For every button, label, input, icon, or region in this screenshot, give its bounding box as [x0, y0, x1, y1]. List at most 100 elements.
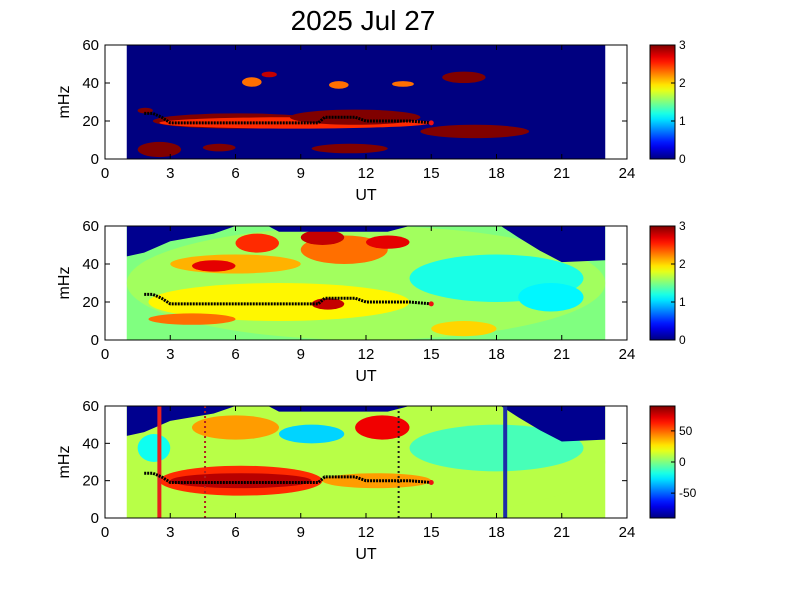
x-tick-label: 21 — [553, 165, 570, 182]
x-tick-label: 24 — [619, 346, 636, 363]
x-tick-label: 0 — [101, 524, 109, 541]
y-tick-label: 20 — [82, 473, 99, 490]
colorbar-tick-label: -50 — [679, 486, 697, 500]
x-tick-label: 12 — [358, 346, 375, 363]
colorbar — [649, 44, 676, 160]
spectrogram-blob — [202, 143, 236, 152]
data-gap-mask — [268, 406, 410, 412]
x-tick-label: 18 — [488, 346, 505, 363]
colorbar — [649, 225, 676, 341]
trace-end-point — [428, 480, 434, 486]
colorbar-tick-label: 1 — [679, 114, 686, 128]
colorbar-tick-label: 2 — [679, 76, 686, 90]
trace-end-point — [428, 301, 434, 307]
x-tick-label: 18 — [488, 524, 505, 541]
colorbar-tick-label: 0 — [679, 333, 686, 347]
colorbar — [649, 405, 676, 519]
colorbar-tick-label: 1 — [679, 295, 686, 309]
y-tick-label: 60 — [82, 218, 99, 235]
x-tick-label: 3 — [166, 524, 174, 541]
y-tick-label: 40 — [82, 256, 99, 273]
x-tick-label: 9 — [297, 346, 305, 363]
spectrogram-blob — [409, 424, 584, 472]
spectrogram-blob — [355, 415, 410, 440]
x-tick-label: 12 — [358, 165, 375, 182]
frequency-trace — [144, 292, 432, 306]
y-tick-label: 20 — [82, 113, 99, 130]
y-axis-label: mHz — [56, 267, 73, 300]
spectrogram-blob — [300, 229, 345, 245]
spectrogram-blob — [235, 233, 279, 253]
data-gap-mask — [268, 226, 410, 232]
y-tick-label: 20 — [82, 294, 99, 311]
spectrogram-blob — [242, 77, 262, 87]
x-tick-label: 3 — [166, 346, 174, 363]
x-tick-label: 0 — [101, 165, 109, 182]
y-tick-label: 0 — [91, 510, 99, 527]
spectrogram-background — [126, 45, 606, 159]
spectrogram-blob — [311, 143, 388, 154]
x-tick-label: 0 — [101, 346, 109, 363]
spectrogram-blob — [279, 424, 345, 444]
x-tick-label: 21 — [553, 346, 570, 363]
trace-end-point — [428, 120, 434, 126]
spectrogram-layer — [126, 45, 606, 159]
x-tick-label: 21 — [553, 524, 570, 541]
spectrogram-blob — [431, 321, 497, 337]
y-tick-label: 40 — [82, 435, 99, 452]
data-gap-mask — [126, 226, 236, 257]
data-gap-mask — [126, 406, 236, 436]
y-tick-label: 60 — [82, 37, 99, 54]
data-gap-mask — [500, 406, 606, 442]
figure-title: 2025 Jul 27 — [291, 5, 436, 36]
spectrogram-blob — [329, 81, 349, 89]
y-tick-label: 60 — [82, 398, 99, 415]
spectrogram-blob — [311, 298, 345, 310]
spectrogram-blob — [420, 124, 530, 139]
x-tick-label: 24 — [619, 165, 636, 182]
spectrogram-blob — [192, 415, 279, 440]
x-tick-label: 18 — [488, 165, 505, 182]
y-tick-label: 0 — [91, 332, 99, 349]
colorbar-tick-label: 3 — [679, 219, 686, 233]
x-tick-label: 6 — [231, 346, 239, 363]
spectrogram-blob — [170, 473, 312, 489]
spectrogram-layer — [126, 226, 606, 340]
panel-bottom: 0 3 6 9 12 15 18 21 24 0 20 40 60 UT mHz -50 0 50 — [56, 398, 697, 563]
spectrogram-blob — [442, 71, 486, 84]
x-tick-label: 9 — [297, 524, 305, 541]
spectrogram-blob — [170, 254, 301, 274]
spectrogram-blob — [148, 313, 236, 325]
colorbar-tick-label: 50 — [679, 424, 693, 438]
spectrogram-blob — [261, 71, 277, 78]
x-tick-label: 15 — [423, 165, 440, 182]
frequency-trace — [144, 111, 432, 125]
spectrogram-blob — [137, 434, 171, 462]
spectrogram-blob — [192, 260, 236, 272]
colorbar-tick-label: 2 — [679, 257, 686, 271]
x-tick-label: 15 — [423, 524, 440, 541]
spectrogram-layer — [126, 406, 606, 518]
x-tick-label: 3 — [166, 165, 174, 182]
spectrogram-blob — [289, 109, 421, 125]
x-tick-label: 12 — [358, 524, 375, 541]
spectrogram-blob — [392, 81, 414, 87]
spectrogram-blob — [366, 235, 410, 249]
spectrogram-blob — [148, 283, 410, 321]
y-axis-label: mHz — [56, 446, 73, 479]
y-tick-label: 40 — [82, 75, 99, 92]
x-tick-label: 6 — [231, 165, 239, 182]
colorbar-tick-label: 0 — [679, 152, 686, 166]
x-axis-label: UT — [355, 187, 377, 204]
x-tick-label: 9 — [297, 165, 305, 182]
x-tick-label: 15 — [423, 346, 440, 363]
y-tick-label: 0 — [91, 151, 99, 168]
spectrogram-blob — [137, 141, 182, 158]
colorbar-tick-label: 3 — [679, 38, 686, 52]
spectrogram-blob — [518, 283, 584, 312]
y-axis-label: mHz — [56, 86, 73, 119]
x-tick-label: 6 — [231, 524, 239, 541]
